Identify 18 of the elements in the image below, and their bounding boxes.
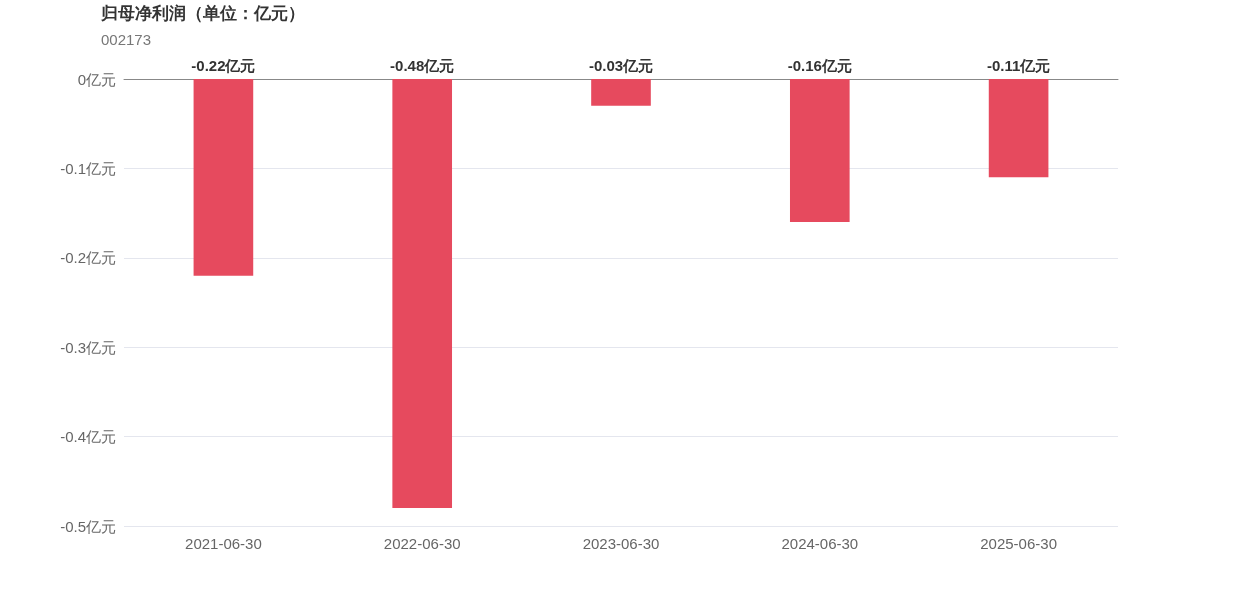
chart-title: 归母净利润（单位：亿元） [100, 4, 305, 23]
y-tick-label: -0.4亿元 [60, 428, 116, 446]
data-label: -0.11亿元 [986, 57, 1051, 74]
x-tick-label: 2025-06-30 [980, 535, 1057, 552]
y-tick-label: -0.3亿元 [60, 338, 116, 356]
y-tick-label: -0.1亿元 [60, 159, 116, 177]
y-tick-label: 0亿元 [77, 70, 116, 88]
data-label: -0.22亿元 [191, 57, 256, 74]
chart-subtitle: 002173 [101, 31, 152, 48]
data-label: -0.48亿元 [390, 57, 455, 74]
y-tick-label: -0.5亿元 [60, 517, 116, 535]
x-tick-label: 2021-06-30 [185, 535, 262, 552]
x-tick-label: 2022-06-30 [383, 535, 461, 552]
data-label: -0.03亿元 [588, 57, 654, 74]
data-label: -0.16亿元 [787, 57, 852, 74]
x-tick-label: 2024-06-30 [781, 535, 859, 552]
x-tick-label: 2023-06-30 [582, 535, 660, 552]
y-tick-label: -0.2亿元 [60, 249, 116, 267]
